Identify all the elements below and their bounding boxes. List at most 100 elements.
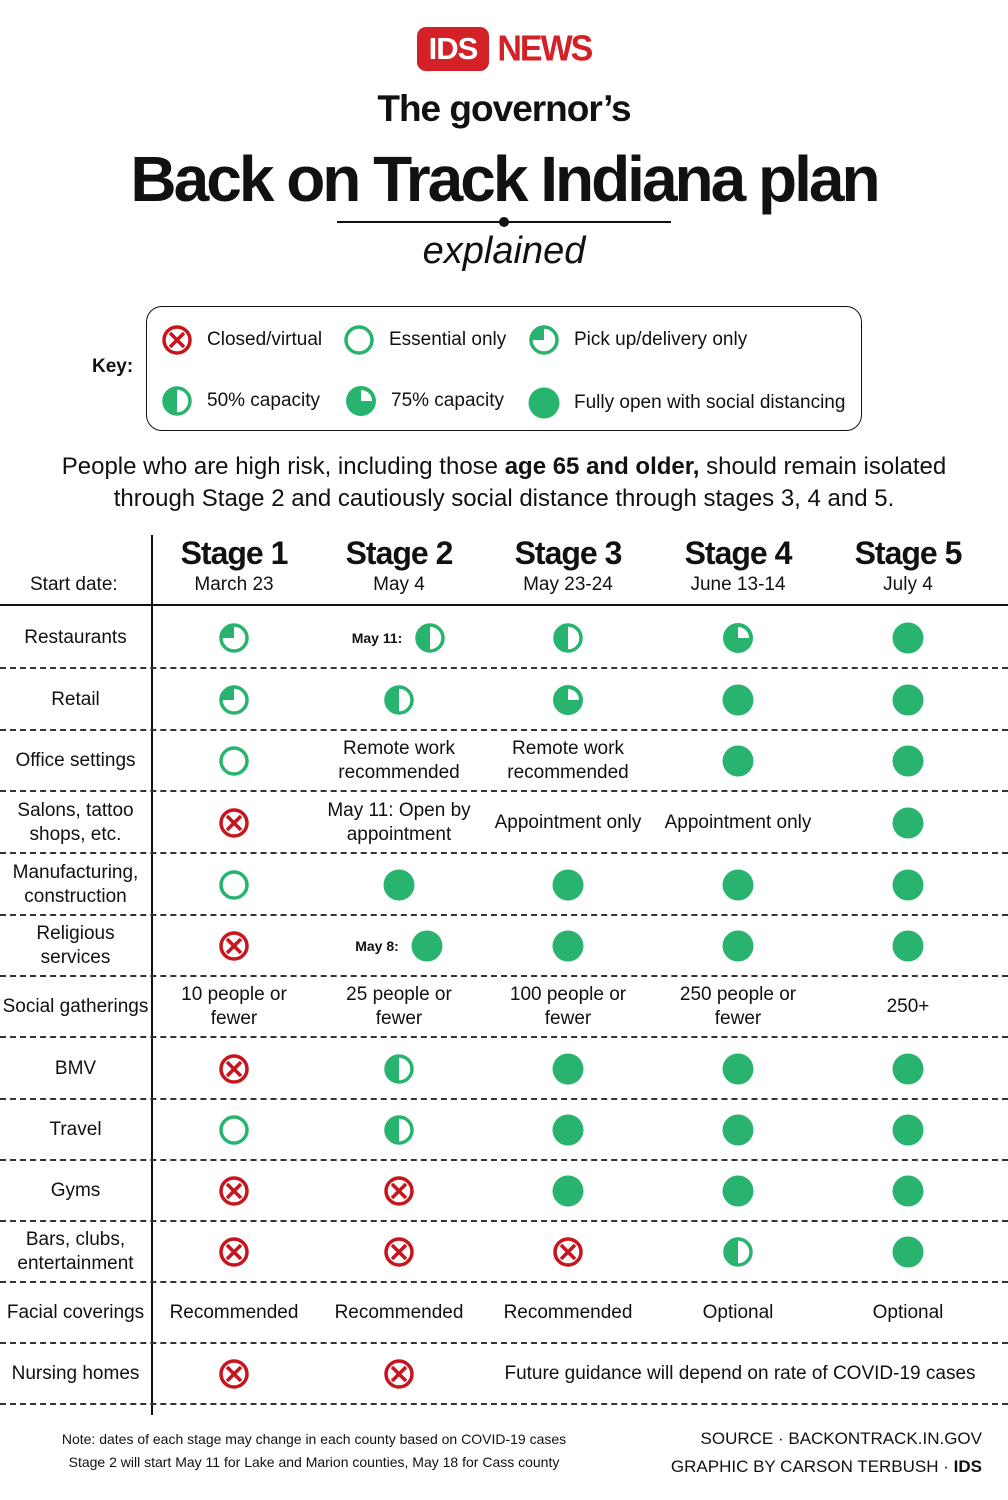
table-cell bbox=[653, 670, 823, 729]
table-cell: 10 people or fewer bbox=[149, 977, 319, 1036]
cell-text: 10 people or fewer bbox=[181, 983, 287, 1029]
cell-text: 250 people or fewer bbox=[679, 983, 797, 1029]
fully-open-icon bbox=[722, 1114, 754, 1146]
table-cell bbox=[149, 1039, 319, 1098]
essential-only-icon bbox=[218, 1114, 250, 1146]
table-cell bbox=[314, 670, 484, 729]
table-cell bbox=[823, 670, 993, 729]
table-cell bbox=[823, 916, 993, 975]
fully-open-icon bbox=[528, 387, 560, 419]
table-cell bbox=[823, 1039, 993, 1098]
table-cell bbox=[823, 855, 993, 914]
row-label: Bars, clubs, entertainment bbox=[17, 1228, 134, 1274]
fully-open-icon bbox=[552, 1053, 584, 1085]
stage-name: Stage 1 bbox=[180, 535, 289, 571]
table-cell bbox=[149, 1100, 319, 1159]
table-row-manufacturing-construction: Manufacturing, construction bbox=[0, 855, 1008, 916]
fully-open-icon bbox=[722, 869, 754, 901]
legend-label: Pick up/delivery only bbox=[574, 329, 748, 350]
table-cell bbox=[483, 1161, 653, 1220]
cell-text: Appointment only bbox=[494, 811, 642, 833]
three-quarter-capacity-icon bbox=[552, 684, 584, 716]
cell-text: Optional bbox=[702, 1301, 774, 1323]
table-cell bbox=[149, 1161, 319, 1220]
table-cell bbox=[483, 670, 653, 729]
closed-icon bbox=[383, 1175, 415, 1207]
table-cell bbox=[823, 1100, 993, 1159]
cell-text: Remote work recommended bbox=[338, 737, 460, 783]
table-cell: Recommended bbox=[314, 1283, 484, 1342]
fully-open-icon bbox=[722, 1053, 754, 1085]
table-row-retail: Retail bbox=[0, 670, 1008, 731]
three-quarter-capacity-icon bbox=[345, 385, 377, 417]
table-row-restaurants: Restaurants May 11: bbox=[0, 608, 1008, 669]
legend-box: Closed/virtual Essential only Pick up/de… bbox=[146, 306, 862, 431]
table-cell: 250+ bbox=[823, 977, 993, 1036]
table-cell bbox=[653, 855, 823, 914]
table-cell bbox=[823, 1222, 993, 1281]
half-capacity-icon bbox=[414, 622, 446, 654]
stage-header-2: Stage 2 May 4 bbox=[314, 533, 484, 597]
table-cell bbox=[653, 1100, 823, 1159]
closed-icon bbox=[552, 1236, 584, 1268]
high-risk-notice: People who are high risk, including thos… bbox=[0, 451, 1008, 515]
table-cell bbox=[483, 1100, 653, 1159]
cell-text: Recommended bbox=[334, 1301, 464, 1323]
stage-header-4: Stage 4 June 13-14 bbox=[653, 533, 823, 597]
table-cell bbox=[314, 1039, 484, 1098]
cell-text: 250+ bbox=[886, 995, 930, 1017]
fully-open-icon bbox=[892, 807, 924, 839]
fully-open-icon bbox=[892, 1053, 924, 1085]
legend-item-half: 50% capacity bbox=[161, 385, 320, 417]
fully-open-icon bbox=[892, 869, 924, 901]
stage-header-5: Stage 5 July 4 bbox=[823, 533, 993, 597]
pickup-delivery-icon bbox=[218, 684, 250, 716]
table-cell bbox=[823, 731, 993, 790]
table-row-social-gatherings: Social gatherings 10 people or fewer 25 pe… bbox=[0, 977, 1008, 1038]
table-row-salons-tattoo-shops-etc: Salons, tattoo shops, etc. May 11: Open b… bbox=[0, 793, 1008, 854]
stage-name: Stage 4 bbox=[684, 535, 793, 571]
fully-open-icon bbox=[892, 1175, 924, 1207]
table-cell: Appointment only bbox=[483, 793, 653, 852]
table-cell bbox=[823, 608, 993, 667]
credit-text: GRAPHIC BY CARSON TERBUSH · bbox=[670, 1457, 954, 1476]
pickup-delivery-icon bbox=[218, 622, 250, 654]
closed-icon bbox=[161, 324, 193, 356]
table-cell bbox=[314, 1222, 484, 1281]
legend-label: Fully open with social distancing bbox=[574, 392, 846, 413]
essential-only-icon bbox=[218, 869, 250, 901]
table-cell bbox=[314, 1161, 484, 1220]
table-cell bbox=[149, 731, 319, 790]
notice-line2: through Stage 2 and cautiously social di… bbox=[113, 485, 895, 512]
table-row-bmv: BMV bbox=[0, 1039, 1008, 1100]
closed-icon bbox=[218, 1175, 250, 1207]
fully-open-icon bbox=[892, 1236, 924, 1268]
fully-open-icon bbox=[552, 869, 584, 901]
table-cell bbox=[653, 1161, 823, 1220]
closed-icon bbox=[218, 807, 250, 839]
half-capacity-icon bbox=[552, 622, 584, 654]
footer-credit: SOURCE · BACKONTRACK.IN.GOV GRAPHIC BY C… bbox=[671, 1425, 982, 1481]
row-label: Office settings bbox=[15, 749, 136, 771]
notice-bold: age 65 and older, bbox=[504, 453, 700, 480]
notice-text: People who are high risk, including thos… bbox=[61, 453, 505, 480]
half-capacity-icon bbox=[161, 385, 193, 417]
fully-open-icon bbox=[722, 745, 754, 777]
table-cell bbox=[149, 670, 319, 729]
cell-text: Remote work recommended bbox=[507, 737, 629, 783]
row-label: Salons, tattoo shops, etc. bbox=[17, 799, 134, 845]
legend-item-three-quarter: 75% capacity bbox=[345, 385, 504, 417]
half-capacity-icon bbox=[383, 1053, 415, 1085]
table-cell bbox=[149, 608, 319, 667]
ids-news-logo: IDS NEWS bbox=[0, 27, 1008, 71]
table-cell: May 11: bbox=[314, 608, 484, 667]
cell-text: 25 people or fewer bbox=[346, 983, 452, 1029]
legend-label: 50% capacity bbox=[207, 390, 321, 411]
table-cell bbox=[314, 855, 484, 914]
fully-open-icon bbox=[552, 930, 584, 962]
table-row-religious-services: Religious services May 8: bbox=[0, 916, 1008, 977]
table-row-bars-clubs-entertainment: Bars, clubs, entertainment bbox=[0, 1222, 1008, 1283]
logo-news-text: NEWS bbox=[497, 28, 593, 69]
legend-item-full: Fully open with social distancing bbox=[528, 387, 845, 419]
table-cell bbox=[314, 1100, 484, 1159]
